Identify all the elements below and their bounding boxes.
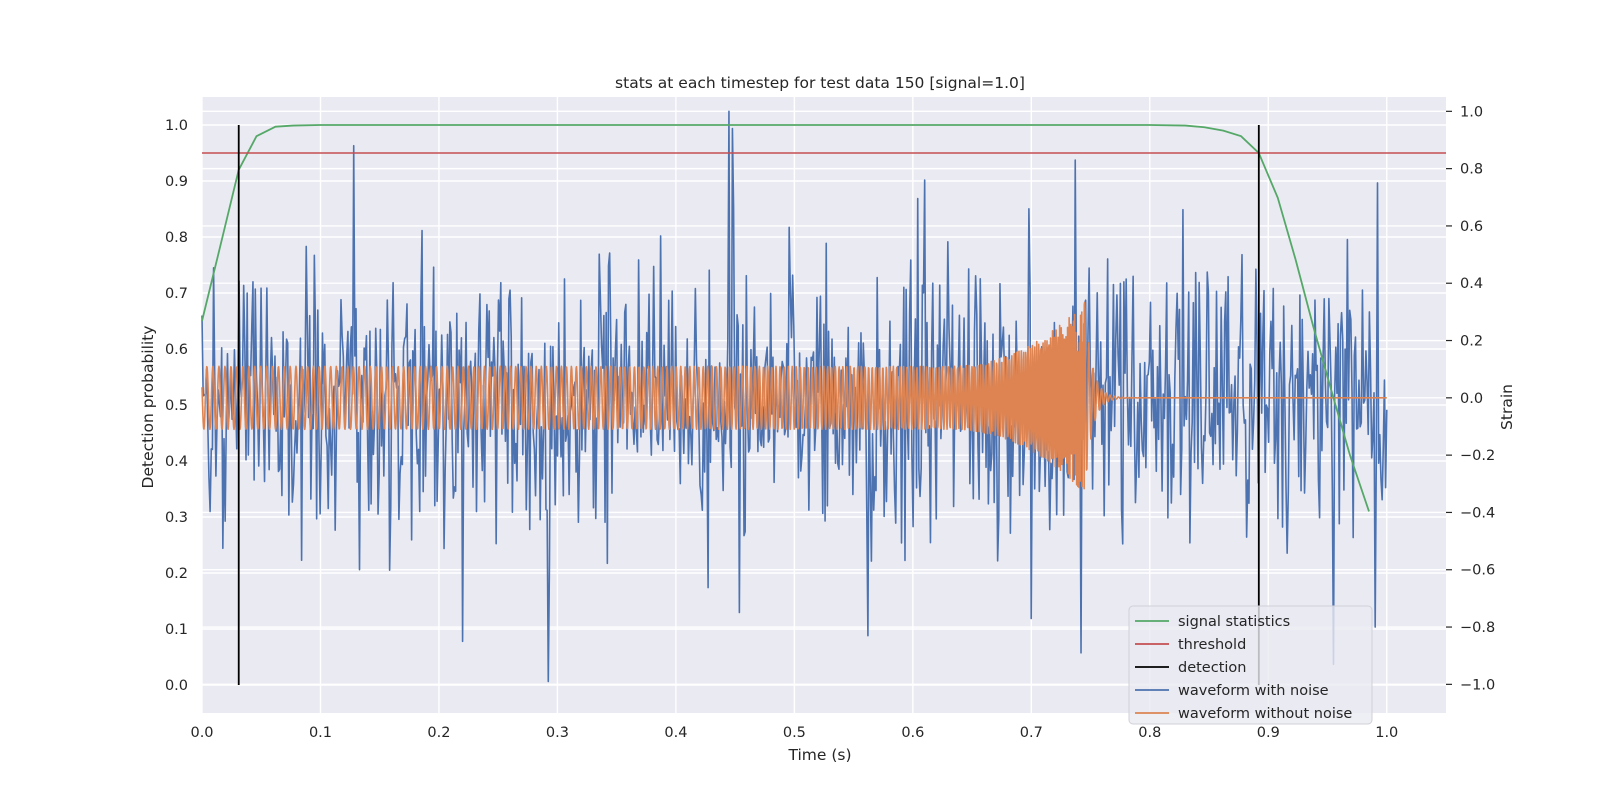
x-tick-label: 0.8 (1138, 725, 1161, 741)
x-tick-label: 0.2 (427, 725, 450, 741)
y2-tick-label: 0.2 (1460, 334, 1483, 350)
legend-label: threshold (1178, 637, 1246, 653)
series-signal-statistics (201, 124, 1370, 512)
chart-title: stats at each timestep for test data 150… (615, 74, 1025, 92)
legend: signal statistics threshold detection wavef… (1128, 605, 1373, 725)
y-axis-label: Detection probability (139, 326, 157, 489)
y2-tick-label: −0.8 (1460, 620, 1495, 636)
y-tick-label: 0.2 (165, 566, 188, 582)
x-tick-label: 0.3 (546, 725, 569, 741)
x-tick-label: 0.9 (1257, 725, 1280, 741)
y-tick-label: 0.5 (165, 398, 188, 414)
x-tick-label: 0.0 (190, 725, 213, 741)
y2-tick-label: 0.8 (1460, 162, 1483, 178)
legend-box (1128, 605, 1373, 725)
y-tick-label: 0.8 (165, 230, 188, 246)
legend-label: detection (1178, 660, 1246, 676)
y2-tick-label: 0.6 (1460, 219, 1483, 235)
y2-tick-label: 0.0 (1460, 391, 1483, 407)
y2-tick-label: −1.0 (1460, 677, 1495, 693)
x-axis-label: Time (s) (787, 746, 851, 764)
y-tick-label: 0.9 (165, 174, 188, 190)
series-group (201, 110, 1446, 685)
x-tick-label: 0.1 (309, 725, 332, 741)
y2-tick-label: −0.6 (1460, 563, 1495, 579)
legend-label: signal statistics (1178, 614, 1290, 630)
y2-tick-label: 1.0 (1460, 104, 1483, 120)
y-tick-label: 1.0 (165, 118, 188, 134)
y2-tick-label: −0.4 (1460, 505, 1495, 521)
x-tick-label: 0.4 (664, 725, 687, 741)
y-tick-label: 0.0 (165, 678, 188, 694)
y2-axis-label: Strain (1498, 384, 1516, 430)
x-tick-label: 0.5 (783, 725, 806, 741)
y-tick-label: 0.7 (165, 286, 188, 302)
legend-label: waveform with noise (1178, 683, 1329, 699)
y-tick-label: 0.3 (165, 510, 188, 526)
legend-label: waveform without noise (1178, 706, 1352, 722)
series-waveform-with-noise (201, 110, 1388, 683)
y-tick-label: 0.6 (165, 342, 188, 358)
x-tick-label: 1.0 (1375, 725, 1398, 741)
y2-tick-label: 0.4 (1460, 276, 1483, 292)
y-tick-label: 0.4 (165, 454, 188, 470)
y-tick-label: 0.1 (165, 622, 188, 638)
x-tick-label: 0.7 (1020, 725, 1043, 741)
x-tick-label: 0.6 (901, 725, 924, 741)
series-waveform-without-noise (201, 301, 1388, 490)
y2-tick-label: −0.2 (1460, 448, 1495, 464)
